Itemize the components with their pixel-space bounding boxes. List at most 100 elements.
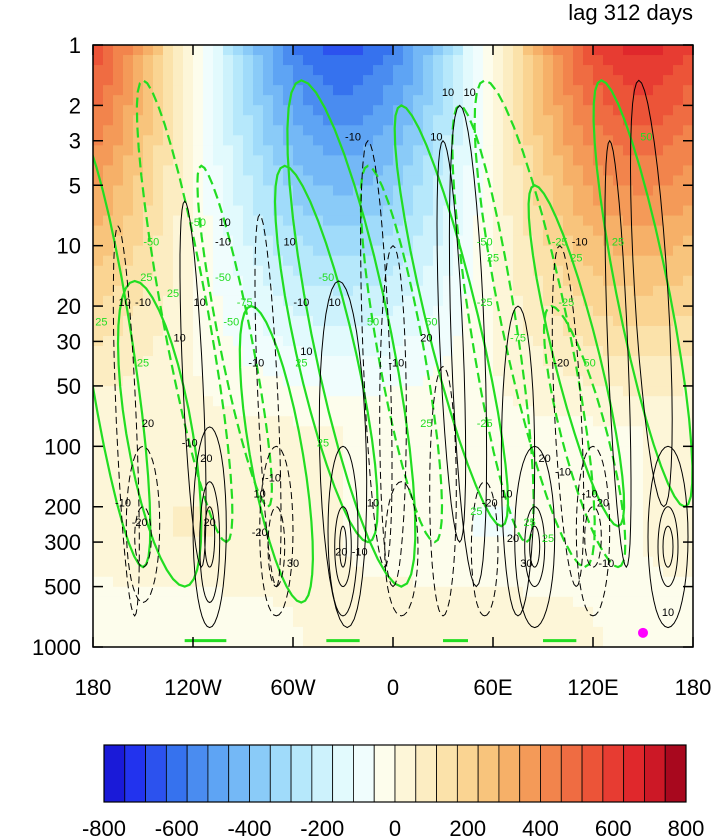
shade-cell	[173, 315, 184, 327]
shade-cell	[223, 135, 234, 146]
shade-cell	[613, 155, 624, 166]
shade-cell	[673, 506, 684, 518]
shade-cell	[433, 556, 444, 568]
shade-cell	[273, 596, 284, 608]
shade-cell	[393, 396, 404, 407]
shade-cell	[613, 366, 624, 377]
shade-cell	[113, 606, 124, 618]
shade-cell	[303, 386, 314, 397]
shade-cell	[213, 556, 224, 568]
shade-cell	[633, 135, 644, 146]
shade-cell	[143, 586, 154, 598]
shade-cell	[273, 586, 284, 598]
shade-cell	[453, 175, 464, 187]
shade-cell	[633, 436, 644, 447]
shade-cell	[373, 85, 384, 96]
shade-cell	[413, 616, 424, 628]
shade-cell	[553, 45, 564, 56]
shade-cell	[563, 356, 574, 367]
shade-cell	[443, 636, 454, 647]
shade-cell	[343, 586, 354, 598]
shade-cell	[343, 335, 354, 347]
shade-cell	[563, 576, 574, 588]
shade-cell	[613, 486, 624, 498]
shade-cell	[453, 346, 464, 357]
shade-cell	[443, 496, 454, 508]
shade-cell	[553, 285, 564, 297]
shade-cell	[483, 195, 494, 207]
shade-cell	[533, 145, 544, 156]
shade-cell	[503, 596, 514, 608]
shade-cell	[273, 155, 284, 166]
shade-cell	[343, 396, 354, 407]
shade-cell	[523, 265, 534, 277]
shade-cell	[343, 556, 354, 568]
shade-cell	[123, 295, 134, 307]
contour-label-green: 25	[570, 253, 582, 265]
shade-cell	[443, 65, 454, 76]
shade-cell	[113, 165, 124, 177]
shade-cell	[213, 376, 224, 387]
shade-cell	[493, 95, 504, 106]
shade-cell	[383, 275, 394, 287]
shade-cell	[413, 95, 424, 106]
shade-cell	[183, 265, 194, 277]
shade-cell	[603, 155, 614, 166]
shade-cell	[633, 476, 644, 488]
shade-cell	[623, 55, 634, 66]
shade-cell	[103, 386, 114, 397]
colorbar-tick-label: -600	[155, 816, 199, 838]
shade-cell	[423, 115, 434, 126]
shade-cell	[243, 576, 254, 588]
shade-cell	[513, 305, 524, 317]
shade-cell	[613, 526, 624, 538]
shade-cell	[283, 456, 294, 467]
shade-cell	[493, 325, 504, 337]
shade-cell	[593, 356, 604, 367]
shade-cell	[593, 436, 604, 447]
shade-cell	[173, 255, 184, 267]
shade-cell	[493, 436, 504, 447]
shade-cell	[303, 175, 314, 187]
shade-cell	[173, 596, 184, 608]
shade-cell	[93, 606, 104, 618]
shade-cell	[653, 125, 664, 136]
shade-cell	[503, 95, 514, 106]
shade-cell	[403, 586, 414, 598]
black-contour-line	[254, 213, 282, 588]
shade-cell	[473, 205, 484, 217]
shade-cell	[143, 366, 154, 377]
shade-cell	[473, 426, 484, 437]
shade-cell	[563, 546, 574, 558]
shade-cell	[663, 376, 674, 387]
shade-cell	[593, 265, 604, 277]
shade-cell	[243, 376, 254, 387]
shade-cell	[213, 265, 224, 277]
shade-cell	[683, 325, 693, 337]
shade-cell	[193, 526, 204, 538]
shade-cell	[123, 596, 134, 608]
y-tick-label: 5	[69, 173, 81, 198]
shade-cell	[553, 456, 564, 467]
shade-cell	[333, 305, 344, 317]
shade-cell	[593, 245, 604, 257]
shade-cell	[293, 366, 304, 377]
shade-cell	[373, 275, 384, 287]
shade-cell	[413, 486, 424, 498]
shade-cell	[643, 215, 654, 227]
shade-cell	[163, 335, 174, 347]
shade-cell	[643, 295, 654, 307]
shade-cell	[673, 165, 684, 177]
shade-cell	[633, 496, 644, 508]
shade-cell	[373, 245, 384, 257]
shade-cell	[493, 586, 504, 598]
shade-cell	[233, 446, 244, 457]
shade-cell	[423, 305, 434, 317]
shade-cell	[573, 346, 584, 357]
shade-cell	[233, 55, 244, 66]
shade-cell	[583, 496, 594, 508]
shade-cell	[333, 75, 344, 86]
black-contour-line	[662, 525, 674, 568]
shade-cell	[523, 315, 534, 327]
shade-cell	[223, 466, 234, 478]
